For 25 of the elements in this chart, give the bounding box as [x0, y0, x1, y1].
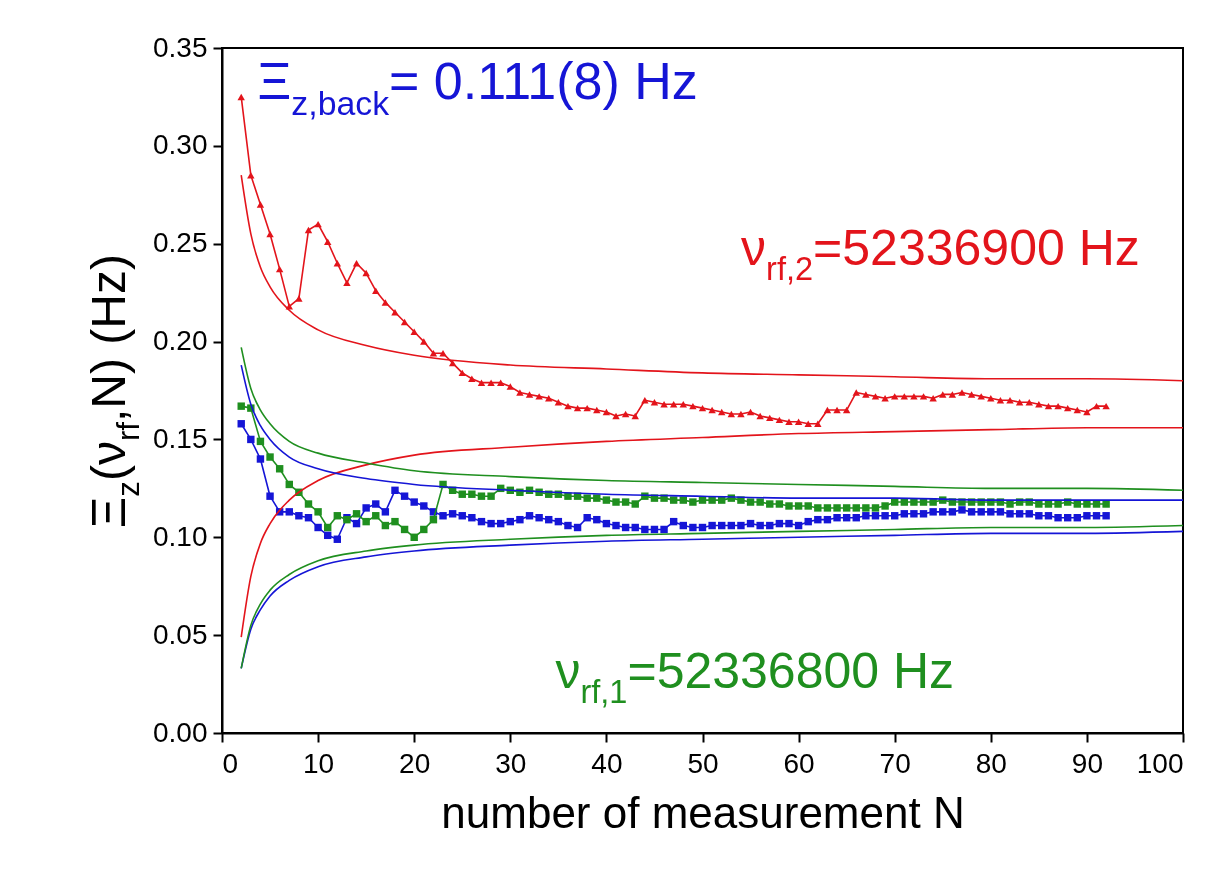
line-series [240, 346, 1184, 492]
x-tick-label: 50 [687, 747, 719, 779]
x-axis-title: number of measurement N [441, 787, 965, 837]
x-tick-label: 60 [783, 747, 815, 779]
x-tick-label: 0 [222, 747, 239, 779]
y-tick-label: 0.05 [153, 618, 208, 650]
x-tick-label: 90 [1071, 747, 1103, 779]
x-tick-label: 20 [399, 747, 431, 779]
x-tick-label: 100 [1136, 747, 1184, 779]
line-series [240, 426, 1184, 638]
x-tick-label: 30 [495, 747, 527, 779]
y-tick-label: 0.10 [153, 520, 208, 552]
text: ν$_{rf,1}$=52336800 Hz [555, 642, 955, 710]
x-tick-label: 70 [879, 747, 911, 779]
x-tick-label: 80 [975, 747, 1007, 779]
x-tick-label: 40 [591, 747, 623, 779]
y-tick-label: 0.15 [153, 422, 208, 454]
y-tick-label: 0.30 [153, 129, 208, 161]
x-tick-label: 10 [303, 747, 335, 779]
y-tick-label: 0.35 [153, 31, 208, 63]
y-tick-label: 0.00 [153, 716, 208, 748]
y-tick-label: 0.20 [153, 325, 208, 357]
text: ν$_{rf,2}$=52336900 Hz [741, 220, 1140, 288]
y-tick-label: 0.25 [153, 227, 208, 259]
text: Ξ$_{z,back}$= 0.111(8) Hz [257, 52, 698, 122]
